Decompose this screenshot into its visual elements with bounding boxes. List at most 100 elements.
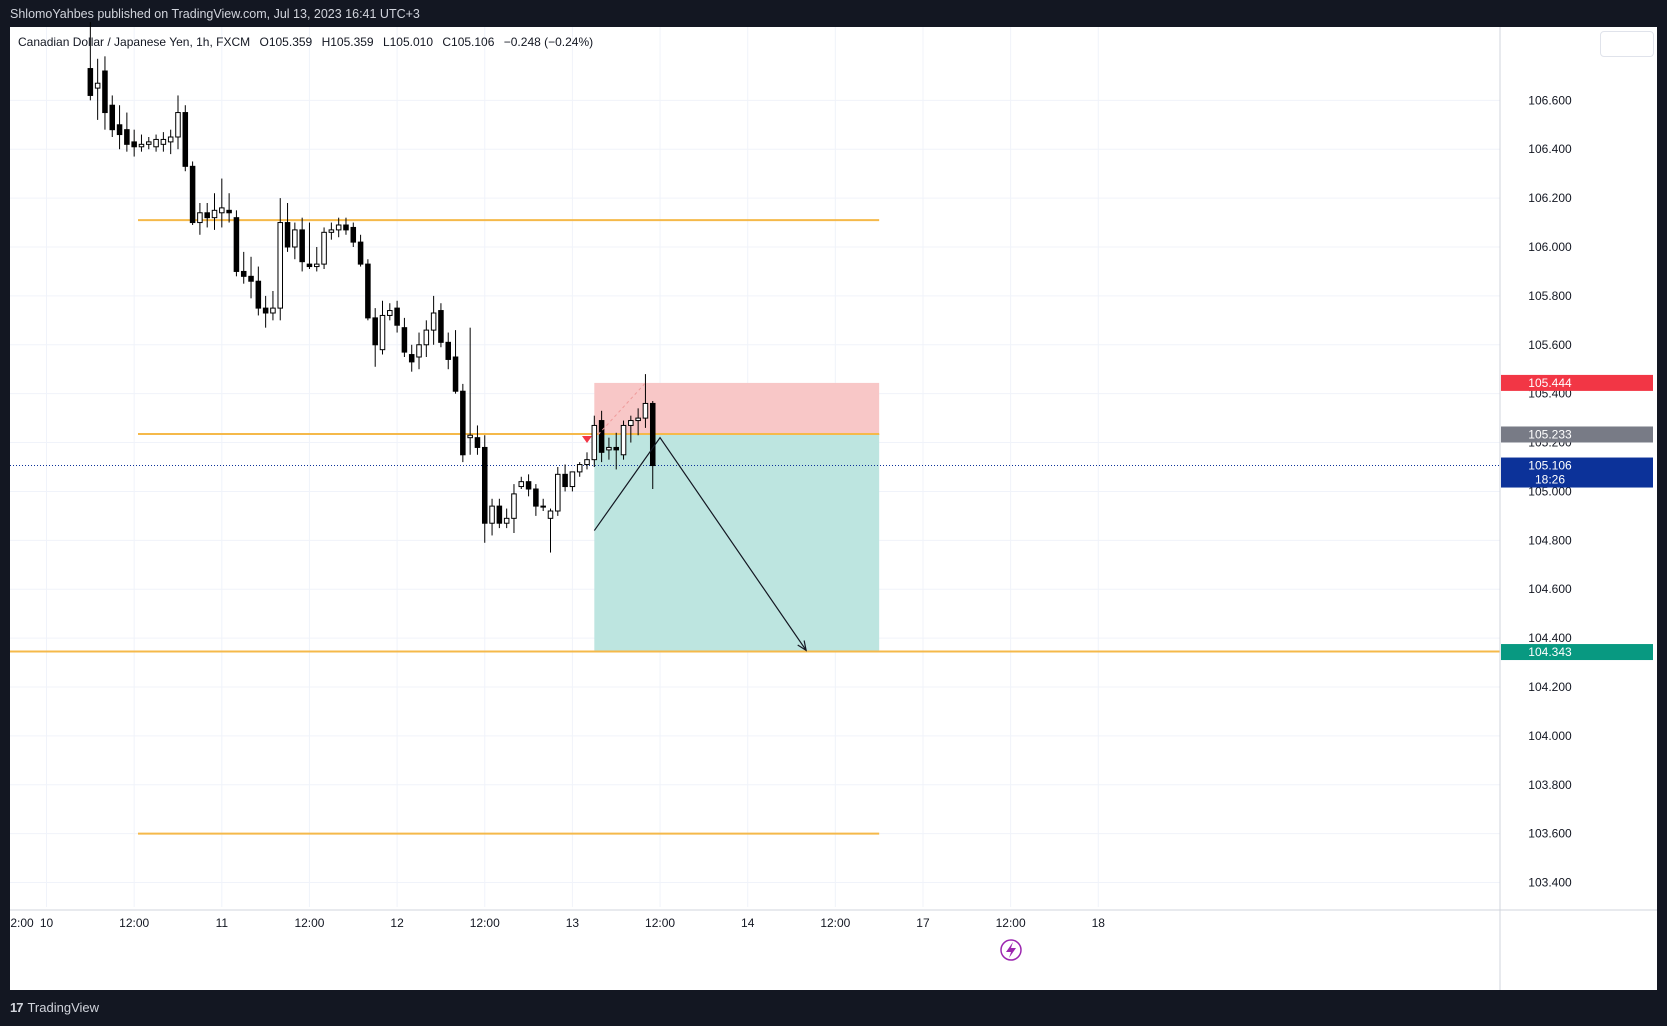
axes: 103.400 103.600 103.800 104.000 104.200 104.4… — [10, 27, 1657, 990]
change-value: −0.248 (−0.24%) — [503, 35, 594, 49]
open-value: O105.359 — [259, 35, 313, 49]
candle-down — [649, 402, 656, 467]
candle-up — [547, 510, 554, 519]
candle-up — [277, 222, 284, 309]
candle-up — [153, 138, 159, 148]
candle-up — [335, 224, 342, 231]
x-tick-label: 12:00 — [294, 916, 324, 930]
candle-down — [87, 68, 94, 96]
candle-up — [569, 471, 576, 488]
y-tick-label: 105.600 — [1528, 338, 1572, 352]
price-badge-countdown: 18:26 — [1535, 473, 1565, 487]
publish-info: ShlomoYahbes published on TradingView.co… — [10, 7, 420, 21]
candle-down — [240, 270, 247, 277]
x-tick-label: 12:00 — [820, 916, 850, 930]
symbol-legend: Canadian Dollar / Japanese Yen, 1h, FXCM… — [18, 35, 599, 49]
candle-up — [292, 229, 298, 248]
candle-down — [496, 505, 503, 524]
candle-up — [606, 446, 612, 451]
candle-down — [299, 229, 305, 263]
candle-up — [416, 344, 422, 358]
arrow-head-icon — [797, 640, 807, 652]
candle-up — [467, 434, 473, 439]
candle-down — [131, 141, 137, 148]
candle-down — [102, 70, 108, 114]
candle-up — [642, 402, 649, 419]
lightning-bolt-icon — [1006, 942, 1016, 958]
candle-down — [357, 241, 364, 265]
x-tick-label: 11 — [216, 916, 229, 930]
candle-up — [503, 517, 510, 524]
projection-line — [593, 436, 807, 651]
candle-down — [233, 217, 240, 272]
y-tick-label: 103.600 — [1528, 827, 1572, 841]
candle-down — [445, 341, 451, 360]
candle-down — [226, 209, 232, 214]
x-tick-label: 17 — [916, 916, 930, 930]
candle-up — [146, 141, 152, 145]
candle-down — [438, 310, 444, 343]
candle-down — [182, 112, 189, 167]
price-badge-value: 105.106 — [1528, 459, 1572, 473]
bottom-bar — [0, 990, 1667, 1026]
candle-up — [138, 143, 145, 148]
scale-settings-button[interactable] — [1600, 31, 1654, 57]
y-tick-label: 104.400 — [1528, 631, 1572, 645]
y-tick-label: 106.000 — [1528, 240, 1572, 254]
candle-down — [372, 317, 378, 346]
tradingview-logo-icon: 17 — [10, 1000, 24, 1015]
price-badge-entry — [1501, 426, 1653, 443]
candle-up — [328, 229, 335, 233]
candle-down — [284, 222, 291, 248]
candle-down — [365, 263, 371, 319]
price-badge-stop — [1501, 374, 1653, 391]
sell-signal-icon — [582, 436, 593, 443]
x-tick-label: 12:00 — [645, 916, 675, 930]
x-tick-label: 12:00 — [119, 916, 149, 930]
price-badge-value: 105.444 — [1528, 376, 1572, 390]
candle-up — [321, 231, 327, 265]
candle-up — [175, 112, 181, 138]
candle-up — [576, 464, 583, 473]
candle-down — [350, 226, 357, 243]
x-tick-label: 2:00 — [10, 916, 34, 930]
y-tick-label: 103.400 — [1528, 876, 1572, 890]
x-tick-label: 12:00 — [470, 916, 500, 930]
drawings — [582, 382, 1022, 961]
candle-up — [489, 505, 495, 524]
candle-down — [562, 473, 568, 488]
brand[interactable]: 17 TradingView — [10, 1000, 99, 1015]
candle-down — [306, 263, 313, 268]
x-tick-label: 13 — [566, 916, 580, 930]
x-tick-label: 10 — [40, 916, 54, 930]
symbol-name: Canadian Dollar / Japanese Yen, 1h, FXCM — [18, 35, 251, 49]
close-value: C105.106 — [442, 35, 495, 49]
candle-up — [518, 481, 525, 488]
candle-down — [394, 307, 400, 326]
candle-up — [211, 209, 218, 219]
candle-up — [94, 82, 101, 89]
candle-down — [401, 327, 408, 353]
candle-down — [124, 129, 130, 145]
candle-down — [189, 165, 196, 224]
candle-up — [379, 314, 386, 351]
x-tick-label: 12 — [390, 916, 404, 930]
candle-down — [204, 212, 210, 219]
candle-down — [474, 437, 481, 448]
candle-up — [387, 310, 393, 316]
candle-down — [408, 354, 415, 363]
grid — [10, 27, 1500, 907]
candle-down — [452, 356, 459, 392]
candles — [87, 22, 656, 553]
y-tick-label: 103.800 — [1528, 778, 1572, 792]
candle-up — [167, 136, 174, 143]
brand-name: TradingView — [27, 1000, 100, 1015]
price-badge-value: 105.233 — [1528, 427, 1572, 441]
candle-down — [533, 488, 539, 507]
candle-up — [197, 212, 203, 224]
take-profit-zone — [594, 434, 880, 653]
price-badge-value: 104.343 — [1528, 645, 1572, 659]
candle-up — [219, 207, 225, 214]
